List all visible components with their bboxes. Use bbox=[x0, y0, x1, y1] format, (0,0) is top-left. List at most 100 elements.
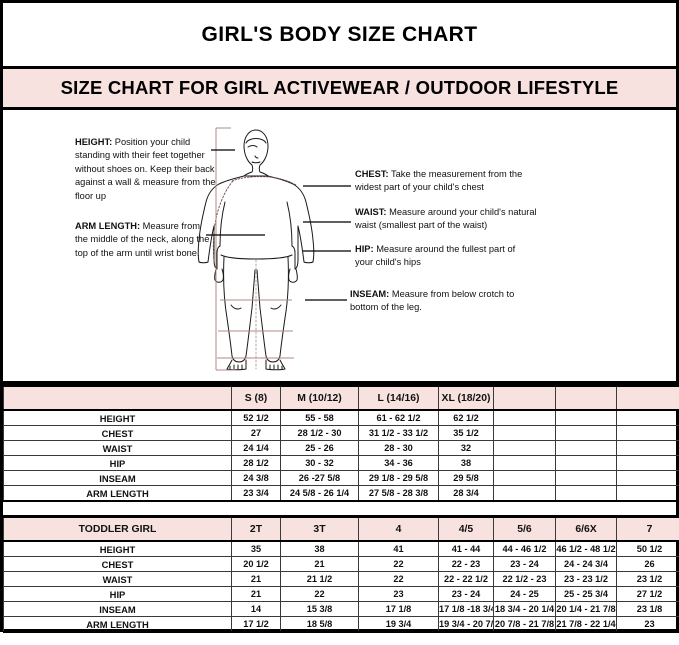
cell: 22 bbox=[359, 557, 439, 572]
table-row: ARM LENGTH 17 1/2 18 5/8 19 3/4 19 3/4 -… bbox=[4, 617, 679, 633]
cell: 28 1/2 - 30 bbox=[281, 426, 359, 441]
toddler-table-body: HEIGHT 35 38 41 41 - 44 44 - 46 1/2 46 1… bbox=[4, 541, 679, 632]
cell: 18 5/8 bbox=[281, 617, 359, 633]
cell: 23 - 24 bbox=[439, 587, 494, 602]
note-height-label: HEIGHT: bbox=[75, 137, 112, 147]
page-title: GIRL'S BODY SIZE CHART bbox=[202, 23, 478, 47]
table-row: INSEAM 24 3/8 26 -27 5/8 29 1/8 - 29 5/8… bbox=[4, 471, 679, 486]
cell: 23 bbox=[617, 617, 679, 633]
cell: 61 - 62 1/2 bbox=[359, 410, 439, 426]
row-label: INSEAM bbox=[4, 471, 232, 486]
toddler-col-6: 6/6X bbox=[556, 517, 617, 542]
leader-lines bbox=[206, 150, 351, 300]
note-chest: CHEST: Take the measurement from the wid… bbox=[355, 168, 535, 195]
cell: 17 1/2 bbox=[232, 617, 281, 633]
note-waist-label: WAIST: bbox=[355, 207, 387, 217]
toddler-col-4: 4/5 bbox=[439, 517, 494, 542]
cell: 38 bbox=[439, 456, 494, 471]
girls-table-head: S (8) M (10/12) L (14/16) XL (18/20) bbox=[4, 386, 679, 411]
note-hip-text: Measure around the fullest part of your … bbox=[355, 244, 515, 267]
cell: 35 bbox=[232, 541, 281, 557]
toddler-col-5: 5/6 bbox=[494, 517, 556, 542]
cell: 17 1/8 bbox=[359, 602, 439, 617]
cell: 46 1/2 - 48 1/2 bbox=[556, 541, 617, 557]
toddler-col-7: 7 bbox=[617, 517, 679, 542]
row-label: WAIST bbox=[4, 572, 232, 587]
cell bbox=[494, 441, 556, 456]
note-arm-length-label: ARM LENGTH: bbox=[75, 221, 140, 231]
cell: 50 1/2 bbox=[617, 541, 679, 557]
cell: 35 1/2 bbox=[439, 426, 494, 441]
cell: 15 3/8 bbox=[281, 602, 359, 617]
toddler-table-head: TODDLER GIRL 2T 3T 4 4/5 5/6 6/6X 7 bbox=[4, 517, 679, 542]
cell: 23 1/8 bbox=[617, 602, 679, 617]
cell: 41 bbox=[359, 541, 439, 557]
cell: 41 - 44 bbox=[439, 541, 494, 557]
cell: 20 1/2 bbox=[232, 557, 281, 572]
table-row: HIP 28 1/2 30 - 32 34 - 36 38 bbox=[4, 456, 679, 471]
cell bbox=[494, 426, 556, 441]
row-label: ARM LENGTH bbox=[4, 617, 232, 633]
subtitle-band: SIZE CHART FOR GIRL ACTIVEWEAR / OUTDOOR… bbox=[3, 69, 676, 110]
row-label: HIP bbox=[4, 587, 232, 602]
cell: 52 1/2 bbox=[232, 410, 281, 426]
cell: 28 - 30 bbox=[359, 441, 439, 456]
cell: 19 3/4 - 20 7/8 bbox=[439, 617, 494, 633]
cell: 22 bbox=[359, 572, 439, 587]
cell: 20 1/4 - 21 7/8 bbox=[556, 602, 617, 617]
cell: 24 3/8 bbox=[232, 471, 281, 486]
cell bbox=[617, 456, 679, 471]
cell bbox=[494, 410, 556, 426]
row-label: INSEAM bbox=[4, 602, 232, 617]
toddler-col-3: 4 bbox=[359, 517, 439, 542]
table-row: ARM LENGTH 23 3/4 24 5/8 - 26 1/4 27 5/8… bbox=[4, 486, 679, 502]
row-label: HEIGHT bbox=[4, 541, 232, 557]
cell: 21 bbox=[232, 572, 281, 587]
cell: 26 -27 5/8 bbox=[281, 471, 359, 486]
cell: 25 - 25 3/4 bbox=[556, 587, 617, 602]
cell: 23 - 23 1/2 bbox=[556, 572, 617, 587]
cell: 24 - 24 3/4 bbox=[556, 557, 617, 572]
table-row: WAIST 21 21 1/2 22 22 - 22 1/2 22 1/2 - … bbox=[4, 572, 679, 587]
row-label: HEIGHT bbox=[4, 410, 232, 426]
cell: 22 - 22 1/2 bbox=[439, 572, 494, 587]
cell bbox=[494, 471, 556, 486]
page-subtitle: SIZE CHART FOR GIRL ACTIVEWEAR / OUTDOOR… bbox=[61, 77, 619, 99]
cell: 32 bbox=[439, 441, 494, 456]
table-row: HEIGHT 35 38 41 41 - 44 44 - 46 1/2 46 1… bbox=[4, 541, 679, 557]
cell: 25 - 26 bbox=[281, 441, 359, 456]
cell: 29 1/8 - 29 5/8 bbox=[359, 471, 439, 486]
cell: 44 - 46 1/2 bbox=[494, 541, 556, 557]
cell: 24 1/4 bbox=[232, 441, 281, 456]
note-hip: HIP: Measure around the fullest part of … bbox=[355, 243, 535, 270]
girls-col-1: S (8) bbox=[232, 386, 281, 411]
row-label: CHEST bbox=[4, 426, 232, 441]
row-label: HIP bbox=[4, 456, 232, 471]
cell: 55 - 58 bbox=[281, 410, 359, 426]
note-chest-label: CHEST: bbox=[355, 169, 389, 179]
cell: 24 - 25 bbox=[494, 587, 556, 602]
cell: 23 1/2 bbox=[617, 572, 679, 587]
cell: 17 1/8 -18 3/4 bbox=[439, 602, 494, 617]
cell: 23 - 24 bbox=[494, 557, 556, 572]
girls-col-5 bbox=[494, 386, 556, 411]
cell bbox=[494, 486, 556, 502]
girls-header-row: S (8) M (10/12) L (14/16) XL (18/20) bbox=[4, 386, 679, 411]
cell: 27 bbox=[232, 426, 281, 441]
girls-size-table: S (8) M (10/12) L (14/16) XL (18/20) HEI… bbox=[3, 384, 679, 502]
note-inseam: INSEAM: Measure from below crotch to bot… bbox=[350, 288, 530, 315]
cell bbox=[556, 441, 617, 456]
title-band: GIRL'S BODY SIZE CHART bbox=[3, 3, 676, 69]
cell: 21 7/8 - 22 1/4 bbox=[556, 617, 617, 633]
note-inseam-label: INSEAM: bbox=[350, 289, 389, 299]
cell: 22 1/2 - 23 bbox=[494, 572, 556, 587]
cell: 27 1/2 bbox=[617, 587, 679, 602]
cell: 14 bbox=[232, 602, 281, 617]
cell bbox=[556, 426, 617, 441]
cell bbox=[617, 441, 679, 456]
cell bbox=[617, 486, 679, 502]
cell: 18 3/4 - 20 1/4 bbox=[494, 602, 556, 617]
note-height: HEIGHT: Position your child standing wit… bbox=[75, 136, 225, 203]
girls-col-3: L (14/16) bbox=[359, 386, 439, 411]
cell: 27 5/8 - 28 3/8 bbox=[359, 486, 439, 502]
